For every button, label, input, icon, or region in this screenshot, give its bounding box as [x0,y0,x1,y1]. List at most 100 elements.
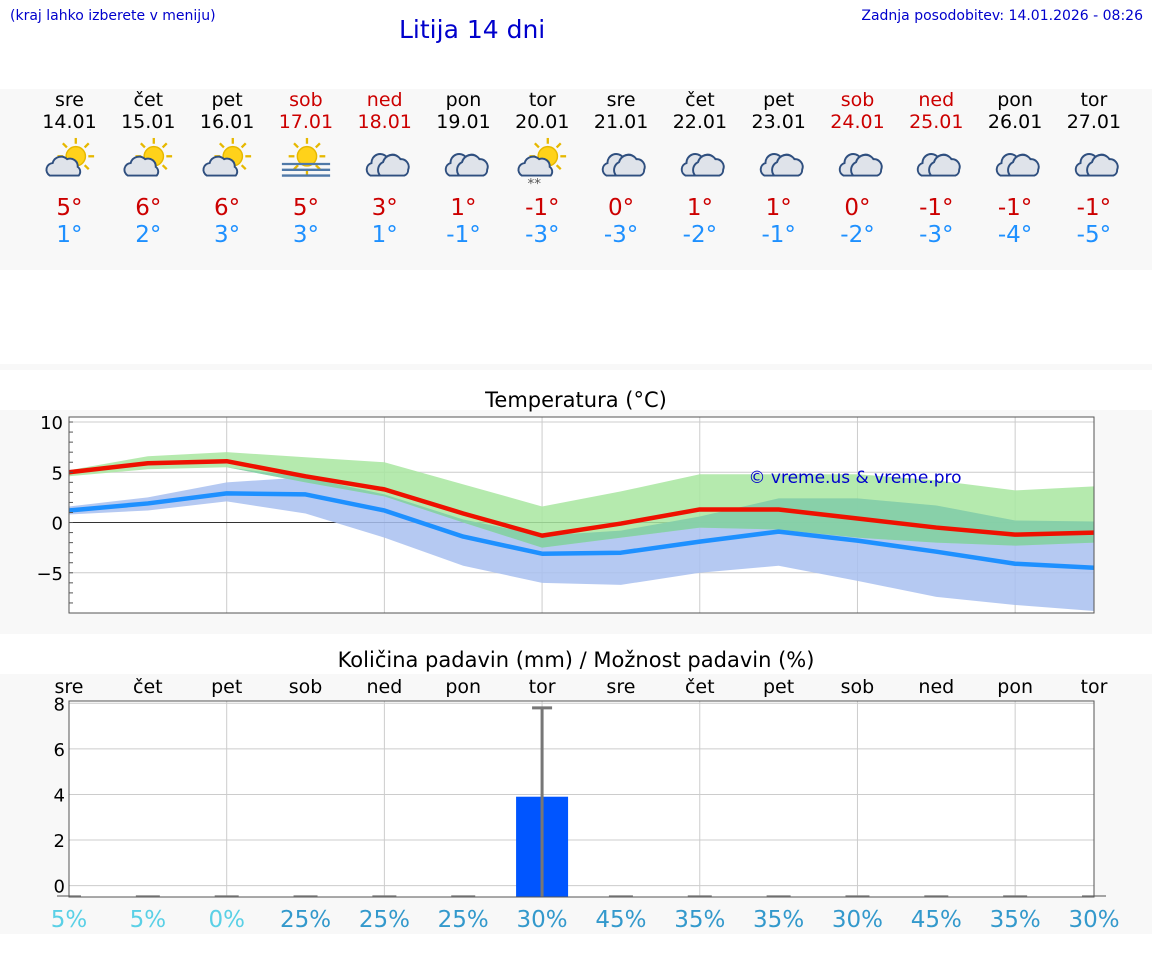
day-column: sob 17.01 5° 3° [266,89,345,249]
plot-frame [68,700,1095,898]
day-column: ned 25.01 -1° -3° [897,89,976,249]
y-tick-label: 2 [54,831,65,852]
y-tick-label: 8 [54,694,65,715]
day-name: pet [763,89,795,111]
precip-probability: 45% [911,907,962,933]
temp-min: -1° [761,222,796,248]
precip-probability: 5% [130,907,167,933]
precip-probability: 45% [595,907,646,933]
temp-min: 1° [371,222,398,248]
day-name: sob [840,89,875,111]
x-category-label: tor [529,676,556,698]
day-date: 22.01 [672,111,728,133]
temp-max: 1° [765,195,792,221]
cloud-icon [1074,153,1119,177]
cloud-icon [365,153,410,177]
temp-min: 3° [214,222,241,248]
day-name: čet [685,89,715,111]
day-name: pon [997,89,1033,111]
day-column: pet 16.01 6° 3° [188,89,267,249]
temp-max: 6° [135,195,162,221]
daily-forecast: sre 14.01 5° 1° čet 15.01 6° 2° pet 16.01 6° 3° sob 1… [0,89,1152,270]
day-name: pon [445,89,482,111]
day-date: 23.01 [751,111,806,133]
x-category-label: čet [133,676,163,698]
separator-band [0,364,1152,370]
day-name: sre [55,89,84,111]
day-date: 25.01 [909,111,964,133]
temp-min: -2° [682,222,718,248]
temp-min: 2° [135,222,162,248]
sun-cloud-snow-icon: ** [517,137,567,191]
y-tick-label: −5 [36,564,63,585]
day-date: 27.01 [1066,111,1122,133]
cloud-icon [444,153,489,177]
day-date: 19.01 [436,111,491,133]
precip-chart-title: Količina padavin (mm) / Možnost padavin … [337,648,815,672]
y-tick-label: 6 [54,740,65,761]
plot-area [69,701,1094,897]
precip-probability: 35% [990,907,1041,933]
y-tick-label: 10 [40,413,63,434]
temp-max: 0° [608,195,635,221]
x-category-label: pet [763,676,794,698]
precip-probability: 30% [1068,907,1119,933]
x-category-label: sre [55,676,84,698]
sun-cloud-icon [45,137,94,177]
temp-min: -3° [603,222,639,248]
day-name: pet [211,89,243,111]
x-category-label: pon [997,676,1033,698]
day-column: čet 15.01 6° 2° [109,89,188,249]
day-column: sre 14.01 5° 1° [30,89,109,249]
precipitation-chart: sre čet pet sob ned pon tor sre čet pet sob ned pon t… [51,676,1120,933]
precip-probability: 25% [438,907,489,933]
y-tick-label: 0 [52,514,63,535]
day-name: tor [528,89,556,111]
location-hint: (kraj lahko izberete v meniju) [10,8,216,24]
day-date: 26.01 [987,111,1043,133]
day-date: 18.01 [357,111,412,133]
forecast-band [0,89,1152,270]
cloud-icon [680,153,725,177]
day-column: pon 26.01 -1° -4° [976,89,1055,249]
day-column: sre 21.01 0° -3° [582,89,661,249]
temp-max: -1° [997,195,1033,221]
temp-max: -1° [919,195,954,221]
temp-min: -1° [446,222,481,248]
precip-probability: 30% [517,907,568,933]
temp-min: -3° [919,222,954,248]
temp-min: -2° [840,222,875,248]
day-date: 24.01 [830,111,885,133]
x-category-label: ned [366,676,402,698]
x-category-label: čet [685,676,715,698]
temp-max: 3° [371,195,398,221]
sun-cloud-icon [202,137,252,177]
cloud-icon [917,153,961,177]
day-name: sre [606,89,636,111]
day-column: ned 18.01 3° 1° [345,89,424,249]
day-column: pet 23.01 1° -1° [739,89,818,249]
x-category-label: tor [1081,676,1108,698]
temp-max: -1° [1076,195,1112,221]
day-column: pon 19.01 1° -1° [424,89,503,249]
precip-probability: 0% [208,907,245,933]
x-category-label: sob [289,676,323,698]
day-column: čet 22.01 1° -2° [660,89,739,249]
day-column: sob 24.01 0° -2° [818,89,897,249]
watermark: © vreme.us & vreme.pro [748,468,961,488]
x-category-label: sob [841,676,875,698]
sun-cloud-icon [123,137,173,177]
temp-max: 1° [686,195,713,221]
temp-min: -5° [1076,222,1112,248]
temp-min: 1° [56,222,83,248]
min-temp-line [68,491,1095,571]
precip-probability: 5% [51,907,88,933]
day-column: tor 20.01 ** -1° -3° [503,89,582,249]
temperature-chart-title: Temperatura (°C) [485,388,667,412]
cloud-icon [838,153,883,177]
x-category-label: pet [211,676,242,698]
day-name: ned [366,89,403,111]
day-date: 21.01 [593,111,649,133]
x-category-label: ned [918,676,954,698]
day-name: čet [133,89,164,111]
